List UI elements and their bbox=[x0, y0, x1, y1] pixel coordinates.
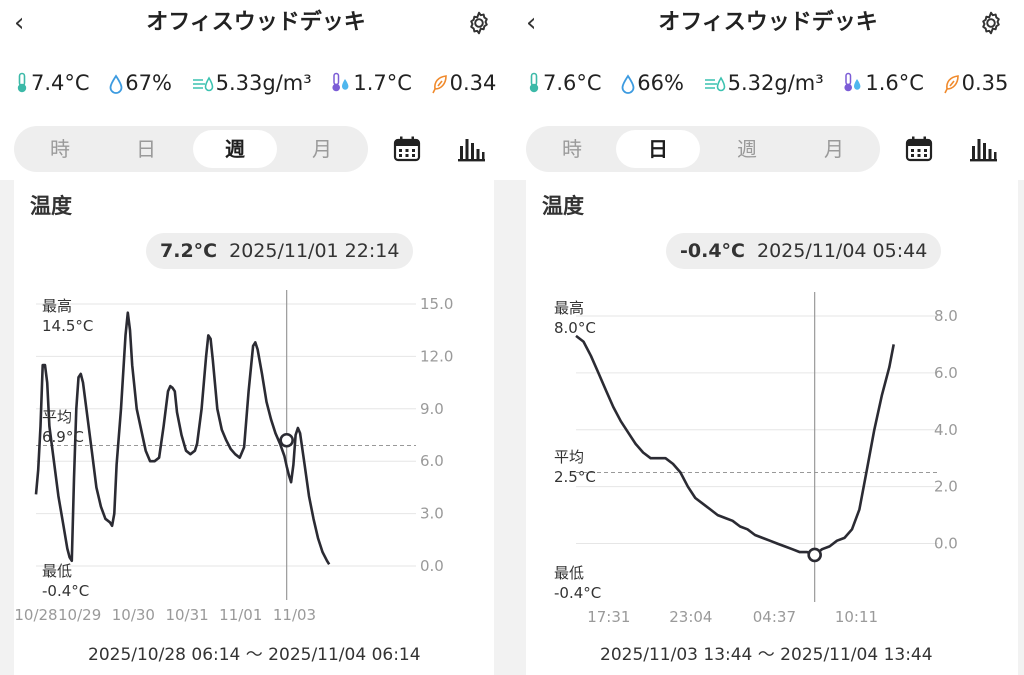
period-selector: 時 日 週 月 bbox=[14, 126, 368, 172]
card-title: 温度 bbox=[542, 194, 584, 218]
y-tick-label: 0.0 bbox=[934, 535, 958, 553]
metric-absolute-humidity: 5.32g/m³ bbox=[703, 66, 824, 100]
calendar-icon[interactable] bbox=[904, 134, 934, 164]
min-value: -0.4°C bbox=[554, 584, 601, 602]
bar-chart-icon[interactable] bbox=[456, 134, 486, 164]
min-value: -0.4°C bbox=[42, 582, 89, 600]
x-tick-label: 11/01 bbox=[219, 606, 262, 624]
x-tick-label: 10/28 bbox=[14, 606, 57, 624]
x-tick-label: 04:37 bbox=[753, 608, 796, 626]
metric-vpd: 0.34 bbox=[431, 66, 496, 100]
metric-absolute-humidity: 5.33g/m³ bbox=[191, 66, 312, 100]
x-tick-label: 10/29 bbox=[58, 606, 101, 624]
tab-month[interactable]: 月 bbox=[824, 137, 844, 161]
water-drop-icon bbox=[109, 74, 123, 94]
max-label: 最高 bbox=[42, 297, 72, 315]
avg-value: 6.9°C bbox=[42, 428, 84, 446]
date-range: 2025/10/28 06:14 ～ 2025/11/04 06:14 bbox=[88, 645, 421, 665]
tooltip-value: 7.2°C bbox=[160, 240, 218, 262]
y-tick-label: 9.0 bbox=[420, 400, 444, 418]
temperature-chart[interactable]: 15.0 12.0 9.0 6.0 3.0 0.0 10/28 10/29 10/30 10/31… bbox=[14, 180, 494, 630]
metric-humidity: 66% bbox=[620, 66, 684, 100]
panel-day: ‹ オフィスウッドデッキ 7.6°C 66% 5.32g/m³ 1.6°C 0.… bbox=[512, 0, 1024, 675]
tab-hour[interactable]: 時 bbox=[562, 137, 582, 161]
x-tick-label: 10/31 bbox=[165, 606, 208, 624]
gear-icon[interactable] bbox=[978, 10, 1004, 36]
min-label: 最低 bbox=[554, 564, 584, 582]
tab-hour[interactable]: 時 bbox=[50, 137, 70, 161]
tooltip: 7.2°C 2025/11/01 22:14 bbox=[146, 233, 414, 269]
y-tick-label: 4.0 bbox=[934, 421, 958, 439]
y-tick-label: 6.0 bbox=[420, 452, 444, 470]
thermometer-icon bbox=[17, 72, 27, 93]
metric-vpd: 0.35 bbox=[943, 66, 1008, 100]
dew-point-icon bbox=[332, 72, 349, 92]
y-tick-label: 6.0 bbox=[934, 364, 958, 382]
max-value: 8.0°C bbox=[554, 319, 596, 337]
metric-temperature: 7.4°C bbox=[14, 66, 90, 100]
metrics-row: 7.6°C 66% 5.32g/m³ 1.6°C 0.35 bbox=[526, 66, 1024, 100]
tab-week[interactable]: 週 bbox=[193, 130, 277, 168]
metric-dew-point: 1.7°C bbox=[330, 66, 412, 100]
y-tick-label: 3.0 bbox=[420, 505, 444, 523]
temperature-series-line bbox=[34, 311, 331, 565]
water-drop-icon bbox=[621, 74, 635, 94]
back-icon[interactable]: ‹ bbox=[14, 8, 25, 38]
tab-day[interactable]: 日 bbox=[136, 137, 156, 161]
y-tick-label: 8.0 bbox=[934, 307, 958, 325]
metric-humidity: 67% bbox=[108, 66, 172, 100]
temperature-card: 温度 -0.4°C 2025/11/04 05:44 8.0 6.0 4.0 2.0 0.… bbox=[526, 180, 1018, 675]
metric-temperature: 7.6°C bbox=[526, 66, 602, 100]
dew-point-icon bbox=[844, 72, 861, 92]
vapor-icon bbox=[704, 76, 725, 92]
x-tick-label: 10/30 bbox=[112, 606, 155, 624]
metrics-row: 7.4°C 67% 5.33g/m³ 1.7°C 0.34 bbox=[14, 66, 512, 100]
gear-icon[interactable] bbox=[466, 10, 492, 36]
tooltip-time: 2025/11/01 22:14 bbox=[229, 240, 400, 262]
calendar-icon[interactable] bbox=[392, 134, 422, 164]
x-tick-label: 23:04 bbox=[669, 608, 712, 626]
card-title: 温度 bbox=[30, 194, 72, 218]
bar-chart-icon[interactable] bbox=[968, 134, 998, 164]
tooltip-time: 2025/11/04 05:44 bbox=[757, 240, 928, 262]
page-title: オフィスウッドデッキ bbox=[146, 10, 366, 35]
y-tick-label: 0.0 bbox=[420, 557, 444, 575]
y-tick-label: 12.0 bbox=[420, 347, 453, 365]
leaf-icon bbox=[943, 75, 959, 94]
min-label: 最低 bbox=[42, 562, 72, 580]
avg-label: 平均 bbox=[42, 408, 72, 426]
panel-week: ‹ オフィスウッドデッキ 7.4°C 67% 5.33g/m³ 1.7°C 0.… bbox=[0, 0, 512, 675]
y-tick-label: 2.0 bbox=[934, 478, 958, 496]
temperature-series-line bbox=[575, 334, 895, 557]
tooltip-value: -0.4°C bbox=[680, 240, 745, 262]
period-selector: 時 日 週 月 bbox=[526, 126, 880, 172]
max-label: 最高 bbox=[554, 299, 584, 317]
page-title: オフィスウッドデッキ bbox=[658, 10, 878, 35]
tab-week[interactable]: 週 bbox=[737, 137, 757, 161]
x-tick-label: 17:31 bbox=[587, 608, 630, 626]
x-tick-label: 11/03 bbox=[273, 606, 316, 624]
tab-day[interactable]: 日 bbox=[616, 130, 700, 168]
y-tick-label: 15.0 bbox=[420, 295, 453, 313]
vapor-icon bbox=[192, 76, 213, 92]
selected-point bbox=[279, 432, 294, 448]
avg-label: 平均 bbox=[554, 448, 584, 466]
temperature-chart[interactable]: 8.0 6.0 4.0 2.0 0.0 17:31 23:04 04:37 10:11 最高 8.0… bbox=[526, 180, 1018, 630]
selected-point bbox=[807, 547, 822, 563]
temperature-card: 温度 7.2°C 2025/11/01 22:14 15.0 12.0 9.0 6.0 3… bbox=[14, 180, 494, 675]
back-icon[interactable]: ‹ bbox=[526, 8, 537, 38]
leaf-icon bbox=[431, 75, 447, 94]
metric-dew-point: 1.6°C bbox=[842, 66, 924, 100]
max-value: 14.5°C bbox=[42, 317, 93, 335]
thermometer-icon bbox=[529, 72, 539, 93]
tab-month[interactable]: 月 bbox=[312, 137, 332, 161]
date-range: 2025/11/03 13:44 ～ 2025/11/04 13:44 bbox=[600, 645, 933, 665]
avg-value: 2.5°C bbox=[554, 468, 596, 486]
tooltip: -0.4°C 2025/11/04 05:44 bbox=[666, 233, 942, 269]
x-tick-label: 10:11 bbox=[835, 608, 878, 626]
